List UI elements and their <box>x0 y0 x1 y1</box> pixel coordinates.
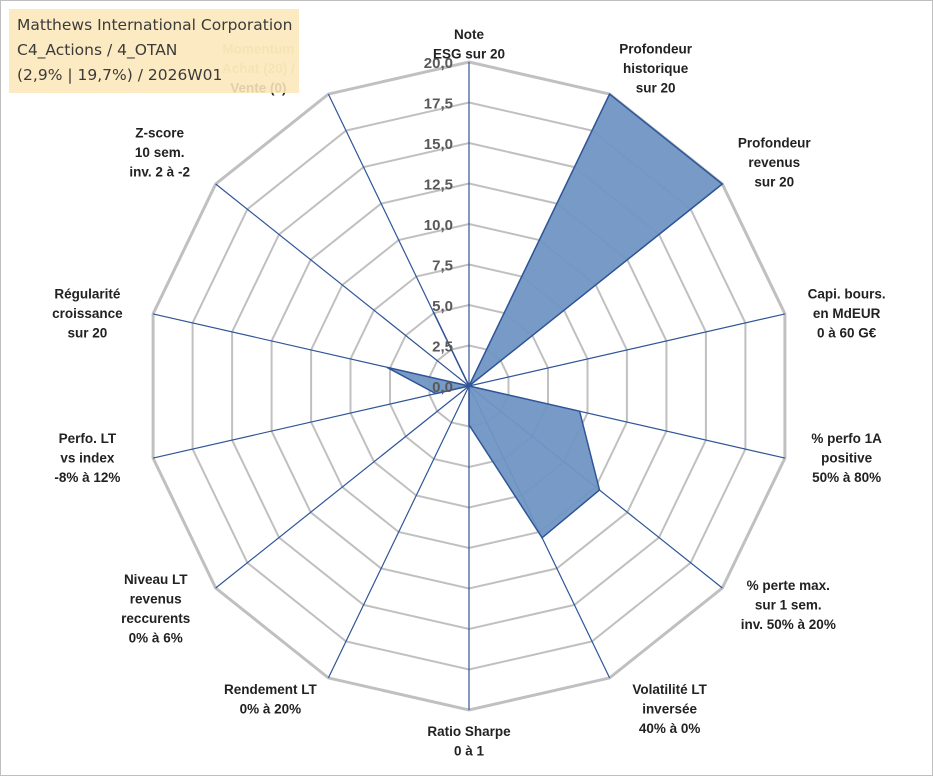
axis-label: Profondeur revenus sur 20 <box>738 136 811 190</box>
tick-label: 0,0 <box>432 379 453 396</box>
radar-axis-labels: Note ESG sur 20 Profondeur historique sur 20… <box>52 27 885 759</box>
spoke-line <box>468 313 786 387</box>
tick-label: 12,5 <box>424 177 453 194</box>
spoke-line <box>215 385 470 589</box>
spoke-line <box>215 183 470 387</box>
axis-label-line: 0% à 20% <box>240 701 302 716</box>
axis-label-line: historique <box>623 61 689 76</box>
axis-label-line: inv. 50% à 20% <box>741 617 836 632</box>
axis-label-line: en MdEUR <box>813 306 881 321</box>
axis-label: Capi. bours. en MdEUR 0 à 60 G€ <box>808 287 886 341</box>
axis-label-line: 0 à 60 G€ <box>817 326 877 341</box>
axis-label-line: % perte max. <box>747 578 830 593</box>
axis-label-line: Perfo. LT <box>59 431 117 446</box>
tick-label: 7,5 <box>432 258 453 275</box>
stats-line: (2,9% | 19,7%) / 2026W01 <box>17 66 223 84</box>
axis-label-line: croissance <box>52 306 123 321</box>
tick-label: 5,0 <box>432 298 453 315</box>
axis-label-line: -8% à 12% <box>54 470 120 485</box>
axis-label: Niveau LT revenus reccurents 0% à 6% <box>121 572 190 646</box>
axis-label-line: sur 20 <box>636 81 676 96</box>
axis-label-line: positive <box>821 450 873 465</box>
axis-label: Volatilité LT inversée 40% à 0% <box>632 682 707 736</box>
axis-label-line: vs index <box>60 450 115 465</box>
axis-label-line: inversée <box>642 701 697 716</box>
radar-tick-labels: 0,0 2,5 5,0 7,5 10,0 12,5 15,0 17,5 20,0 <box>424 55 453 396</box>
axis-label: Régularité croissance sur 20 <box>52 287 123 341</box>
axis-label-line: reccurents <box>121 611 190 626</box>
title-box: Matthews International Corporation C4_Ac… <box>9 9 299 93</box>
axis-label-line: Niveau LT <box>124 572 188 587</box>
axis-label-line: 40% à 0% <box>639 721 701 736</box>
spoke-line <box>152 385 470 459</box>
axis-label-line: ESG sur 20 <box>433 47 505 62</box>
axis-label-line: 0% à 6% <box>129 631 183 646</box>
axis-label-line: sur 20 <box>68 326 108 341</box>
axis-label-line: 10 sem. <box>135 145 185 160</box>
tick-label: 17,5 <box>424 96 453 113</box>
axis-label-line: Note <box>454 27 484 42</box>
axis-label-line: Ratio Sharpe <box>427 724 511 739</box>
axis-label-line: Volatilité LT <box>632 682 707 697</box>
tick-label: 20,0 <box>424 55 453 72</box>
company-name: Matthews International Corporation <box>17 16 293 34</box>
axis-label: Note ESG sur 20 <box>433 27 505 62</box>
axis-label-line: sur 1 sem. <box>755 598 822 613</box>
axis-label-line: Capi. bours. <box>808 287 886 302</box>
axis-label-line: Z-score <box>135 126 184 141</box>
axis-label-line: Profondeur <box>619 42 692 57</box>
axis-label: Perfo. LT vs index -8% à 12% <box>54 431 120 485</box>
axis-label-line: % perfo 1A <box>811 431 882 446</box>
axis-label-line: 50% à 80% <box>812 470 881 485</box>
axis-label-line: revenus <box>748 155 800 170</box>
axis-label-line: Rendement LT <box>224 682 318 697</box>
axis-label-line: 0 à 1 <box>454 744 485 759</box>
axis-label-line: inv. 2 à -2 <box>129 165 190 180</box>
axis-label-line: Régularité <box>54 287 121 302</box>
radar-series <box>386 92 724 539</box>
category-line: C4_Actions / 4_OTAN <box>17 41 178 59</box>
axis-label: Rendement LT 0% à 20% <box>224 682 318 717</box>
axis-label-line: revenus <box>130 592 182 607</box>
axis-label: % perte max. sur 1 sem. inv. 50% à 20% <box>741 578 836 632</box>
axis-label-line: Profondeur <box>738 136 811 151</box>
axis-label: Z-score 10 sem. inv. 2 à -2 <box>129 126 190 180</box>
tick-label: 2,5 <box>432 339 453 356</box>
tick-label: 15,0 <box>424 136 453 153</box>
series-area <box>386 92 724 539</box>
axis-label-line: sur 20 <box>754 175 794 190</box>
axis-label: % perfo 1A positive 50% à 80% <box>811 431 882 485</box>
axis-label: Profondeur historique sur 20 <box>619 42 692 96</box>
tick-label: 10,0 <box>424 217 453 234</box>
axis-label: Ratio Sharpe 0 à 1 <box>427 724 511 759</box>
spoke-line <box>327 385 470 679</box>
